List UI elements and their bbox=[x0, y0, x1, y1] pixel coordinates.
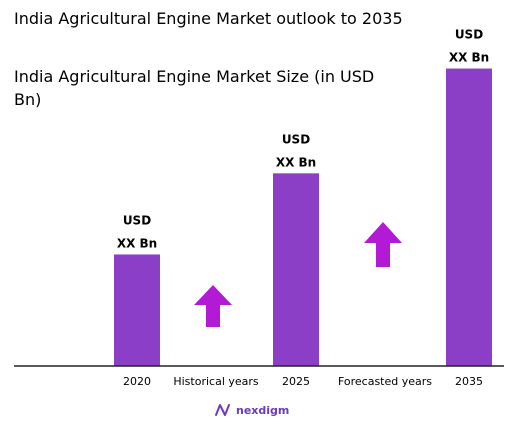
bars-group bbox=[114, 68, 492, 366]
bar-2035 bbox=[446, 68, 492, 366]
historical-arrow-icon bbox=[194, 285, 232, 327]
bar-value-label-2025-line-2: XX Bn bbox=[276, 155, 316, 169]
x-tick-2020: 2020 bbox=[123, 375, 151, 388]
value-labels-group: USD XX Bn USD XX Bn USD XX Bn bbox=[117, 28, 489, 251]
chart-title-line-1: India Agricultural Engine Market Size (i… bbox=[14, 67, 374, 86]
x-tick-2025: 2025 bbox=[282, 375, 310, 388]
bar-2025 bbox=[273, 173, 319, 366]
outlook-title: India Agricultural Engine Market outlook… bbox=[14, 9, 403, 28]
forecast-arrow-icon bbox=[364, 222, 402, 267]
historical-period-label: Historical years bbox=[173, 375, 259, 388]
x-tick-labels-group: 2020 2025 2035 bbox=[123, 375, 483, 388]
bar-value-label-2035-line-1: USD bbox=[455, 28, 483, 42]
bar-value-label-2025-line-1: USD bbox=[282, 132, 310, 146]
nexdigm-logo-icon bbox=[215, 404, 230, 416]
bar-2020 bbox=[114, 254, 160, 366]
brand-name: nexdigm bbox=[236, 404, 289, 417]
brand-logo: nexdigm bbox=[215, 404, 289, 417]
bar-value-label-2020-line-1: USD bbox=[123, 213, 151, 227]
x-tick-2035: 2035 bbox=[455, 375, 483, 388]
forecast-period-label: Forecasted years bbox=[338, 375, 432, 388]
chart-title-line-2: Bn) bbox=[14, 90, 41, 109]
bar-value-label-2020-line-2: XX Bn bbox=[117, 236, 157, 250]
bar-value-label-2035-line-2: XX Bn bbox=[449, 51, 489, 65]
